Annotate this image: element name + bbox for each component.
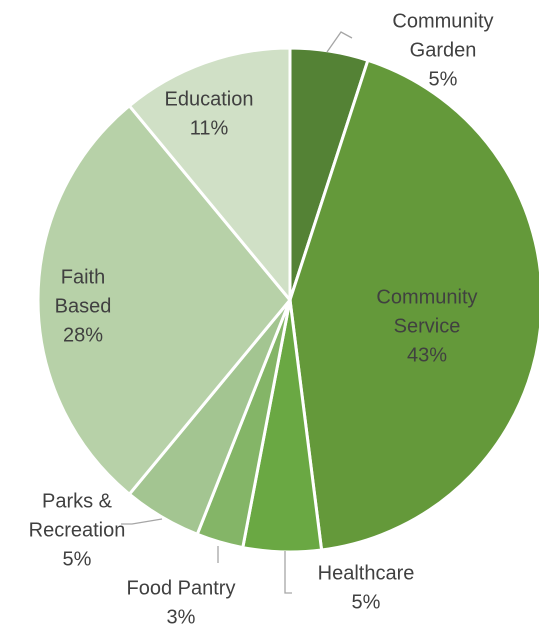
slice-category-label: Food Pantry — [127, 577, 236, 599]
slice-category-label: Based — [55, 295, 112, 317]
slice-value-label: 3% — [167, 606, 196, 628]
leader-line-4 — [121, 519, 162, 524]
slice-label-4: Parks & Recreation 5% — [29, 490, 126, 570]
slice-category-label: Faith — [61, 266, 105, 288]
slice-category-label: Service — [394, 315, 461, 337]
slice-category-label: Community — [392, 10, 493, 32]
slice-value-label: 5% — [63, 548, 92, 570]
slice-value-label: 5% — [429, 68, 458, 90]
slice-category-label: Community — [376, 286, 477, 308]
leader-line-2 — [285, 551, 292, 593]
slice-value-label: 43% — [407, 344, 447, 366]
slice-category-label: Recreation — [29, 519, 126, 541]
slice-label-2: Healthcare 5% — [318, 562, 415, 613]
leader-line-0 — [327, 32, 352, 52]
slice-value-label: 5% — [352, 591, 381, 613]
slice-label-3: Food Pantry 3% — [127, 577, 236, 628]
slice-value-label: 28% — [63, 324, 103, 346]
slice-category-label: Healthcare — [318, 562, 415, 584]
slice-value-label: 11% — [190, 117, 229, 139]
slice-category-label: Education — [165, 88, 254, 110]
slice-category-label: Garden — [410, 39, 477, 61]
slice-label-5: Faith Based 28% — [55, 266, 112, 346]
slice-category-label: Parks & — [42, 490, 113, 512]
